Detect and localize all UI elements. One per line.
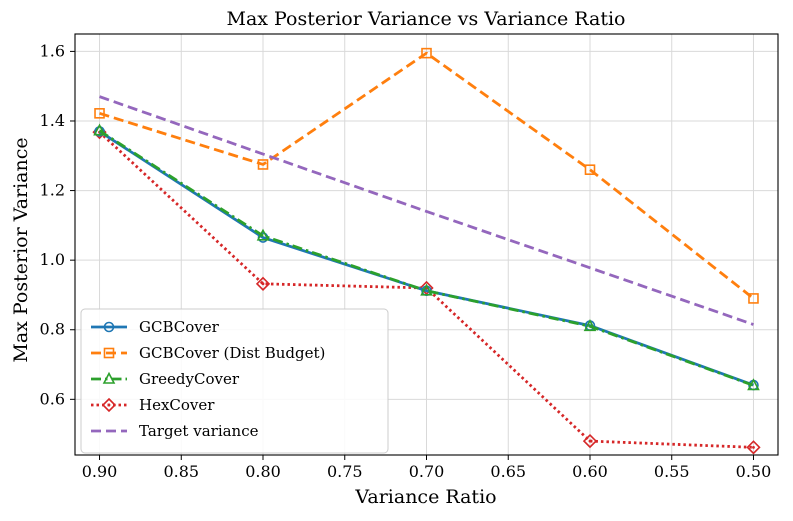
x-tick-label: 0.90	[82, 462, 118, 481]
legend-item: GCBCover	[91, 318, 220, 336]
series-line	[99, 95, 754, 326]
series-layer	[92, 47, 761, 455]
x-axis-label: Variance Ratio	[354, 486, 496, 508]
data-point	[94, 108, 105, 119]
legend-marker	[102, 371, 116, 384]
data-point	[583, 319, 597, 332]
x-tick-label: 0.60	[572, 462, 608, 481]
legend-label: GCBCover (Dist Budget)	[139, 344, 325, 362]
legend-item: HexCover	[91, 396, 215, 414]
data-point	[93, 123, 106, 136]
legend-label: GreedyCover	[139, 370, 240, 388]
series-line	[99, 51, 755, 300]
legend-marker	[101, 397, 117, 413]
y-tick-label: 0.8	[40, 320, 65, 339]
legend-marker	[103, 321, 115, 333]
data-point	[746, 440, 761, 455]
x-tick-label: 0.80	[245, 462, 281, 481]
series-2	[93, 123, 760, 391]
data-point	[748, 293, 759, 304]
legend-item: GreedyCover	[91, 370, 240, 388]
legend-box	[80, 308, 389, 454]
series-1	[94, 47, 759, 304]
y-tick-label: 1.0	[40, 250, 65, 269]
y-tick-label: 0.6	[40, 389, 65, 408]
x-tick-label: 0.75	[327, 462, 363, 481]
legend-label: GCBCover	[139, 318, 220, 336]
series-4	[99, 95, 754, 326]
chart-title: Max Posterior Variance vs Variance Ratio	[227, 8, 626, 30]
legend-label: HexCover	[139, 396, 215, 414]
data-point	[584, 164, 596, 175]
data-point	[420, 283, 433, 296]
y-tick-label: 1.6	[40, 41, 65, 60]
legend: GCBCover GCBCover (Dist Budget) GreedyCove…	[80, 308, 389, 454]
y-tick-label: 1.4	[40, 111, 65, 130]
data-point	[257, 159, 269, 170]
legend-label: Target variance	[139, 422, 259, 440]
x-tick-label: 0.70	[409, 462, 445, 481]
x-tick-label: 0.55	[654, 462, 690, 481]
legend-item: GCBCover (Dist Budget)	[91, 344, 325, 362]
data-point	[256, 228, 270, 241]
data-point	[582, 433, 598, 449]
y-tick-label: 1.2	[40, 181, 65, 200]
data-point	[747, 378, 760, 391]
legend-item: Target variance	[91, 422, 259, 440]
x-tick-label: 0.65	[490, 462, 526, 481]
y-axis-label: Max Posterior Variance	[10, 137, 32, 362]
tick-layer: 0.90 0.85 0.80 0.75 0.70 0.65 0.60 0.55 0.50 0.6 0…	[40, 41, 772, 481]
series-line	[98, 129, 754, 387]
data-point	[255, 276, 271, 291]
x-tick-label: 0.85	[163, 462, 199, 481]
data-point	[421, 47, 432, 59]
legend-marker	[103, 347, 115, 359]
x-tick-label: 0.50	[736, 462, 772, 481]
